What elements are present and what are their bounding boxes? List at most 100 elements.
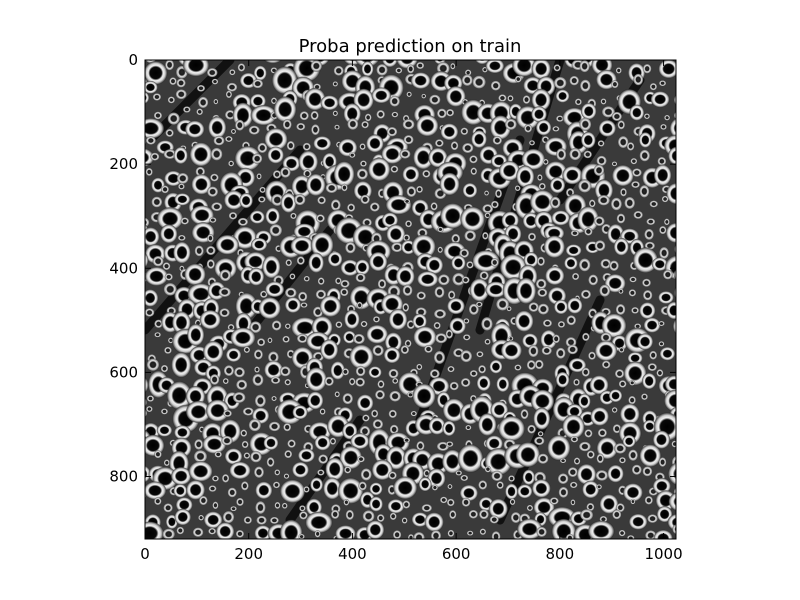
cell (202, 434, 227, 455)
cell (193, 449, 208, 464)
cell (163, 459, 171, 467)
cell (597, 139, 605, 147)
cell (434, 332, 448, 344)
cell (291, 461, 310, 479)
cell (145, 133, 147, 147)
cell (395, 67, 403, 74)
cell (385, 194, 413, 215)
cell (514, 75, 522, 83)
cell (322, 477, 342, 500)
cell (242, 406, 255, 417)
cell (628, 513, 648, 530)
cell (364, 113, 372, 122)
cell (448, 317, 467, 335)
cell (209, 373, 220, 386)
cell (317, 453, 329, 465)
cell (570, 435, 579, 443)
cell (337, 477, 364, 505)
cell (319, 295, 342, 318)
cell (667, 146, 676, 166)
cell (569, 75, 580, 86)
cell (544, 160, 568, 183)
cell (272, 481, 281, 489)
cell (484, 338, 491, 346)
cell (533, 436, 545, 446)
cell (153, 319, 164, 329)
cell (334, 390, 341, 398)
cell (279, 166, 292, 179)
cell (220, 435, 234, 446)
cell (308, 252, 325, 274)
cell (315, 213, 326, 223)
cell (490, 200, 500, 209)
cell (211, 78, 219, 85)
cell (412, 145, 434, 170)
cell (330, 360, 346, 381)
cell (536, 256, 546, 267)
cell (263, 435, 279, 451)
cell (235, 529, 245, 538)
cell (286, 140, 296, 151)
cell (191, 173, 212, 195)
cell (160, 185, 170, 194)
cell (678, 169, 686, 176)
cell (483, 190, 490, 196)
cell (675, 39, 692, 60)
plot-frame (144, 59, 677, 540)
cell (489, 359, 503, 374)
y-tick-label: 0 (128, 51, 138, 69)
y-tick-label: 600 (109, 363, 138, 381)
cell (184, 120, 205, 139)
cell (492, 135, 503, 146)
cell (145, 521, 165, 539)
cell (535, 278, 548, 290)
cell (156, 423, 173, 437)
cell (156, 206, 184, 231)
cell (643, 317, 661, 333)
cell (506, 305, 512, 312)
cell (152, 255, 165, 267)
cell (461, 142, 474, 154)
cell (145, 408, 148, 418)
cell (587, 520, 615, 539)
cell (224, 135, 234, 143)
cell (358, 481, 368, 491)
cell (390, 241, 404, 253)
cell (170, 351, 192, 378)
cell (527, 344, 539, 358)
cell (455, 470, 463, 476)
cell (475, 301, 483, 308)
cell (355, 272, 367, 283)
cell (330, 198, 342, 212)
cell (359, 194, 371, 205)
cell (297, 448, 316, 463)
cell (302, 142, 312, 152)
cell (271, 319, 282, 332)
cell (360, 320, 368, 328)
cell (570, 229, 580, 237)
cell (412, 325, 437, 349)
cell (298, 510, 309, 520)
cell (285, 258, 293, 267)
cell (188, 460, 214, 482)
cell (176, 172, 190, 185)
cell (163, 282, 178, 297)
cell (574, 98, 583, 106)
cell (134, 347, 140, 354)
cell (428, 416, 446, 436)
cell (163, 346, 173, 355)
cell (359, 142, 366, 151)
cell (209, 42, 226, 60)
cell (531, 88, 551, 112)
cell (145, 117, 165, 140)
cell (667, 461, 676, 486)
cell (380, 143, 404, 165)
cell (421, 169, 431, 178)
cell (154, 331, 162, 338)
cell (639, 149, 651, 162)
cell (348, 152, 356, 159)
cell (573, 457, 581, 466)
cell (369, 482, 383, 496)
cell (223, 190, 245, 211)
cell (267, 146, 285, 164)
